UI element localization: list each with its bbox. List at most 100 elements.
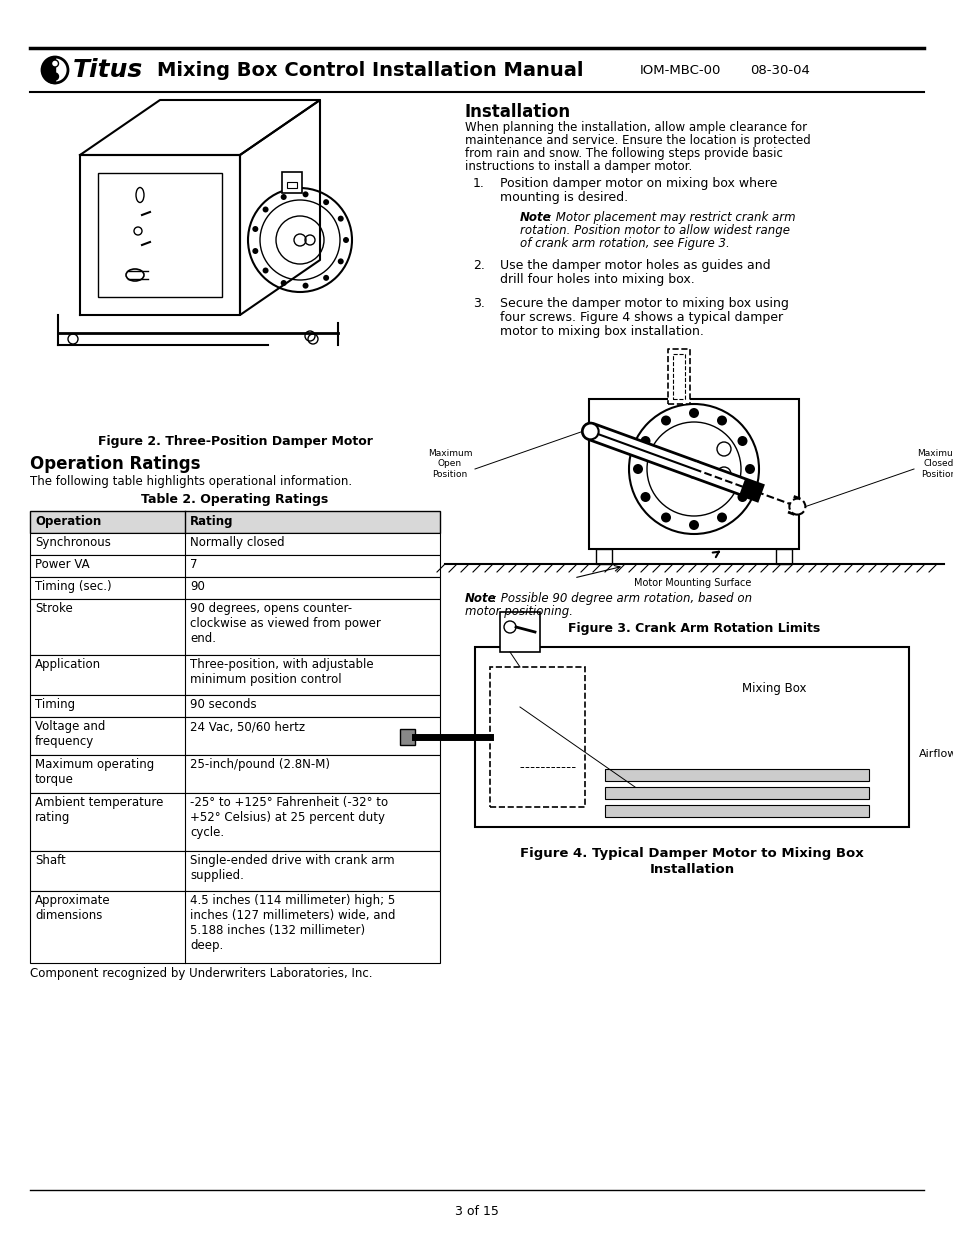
Text: 3.: 3. xyxy=(473,296,484,310)
Circle shape xyxy=(737,492,747,501)
Circle shape xyxy=(737,436,747,446)
Text: 90: 90 xyxy=(190,580,205,593)
Bar xyxy=(475,647,908,827)
Text: 25-inch/pound (2.8N-M): 25-inch/pound (2.8N-M) xyxy=(190,758,330,771)
Circle shape xyxy=(628,404,759,534)
Text: Rating: Rating xyxy=(190,515,233,529)
Text: from rain and snow. The following steps provide basic: from rain and snow. The following steps … xyxy=(464,147,782,161)
Text: 7: 7 xyxy=(190,558,197,571)
Circle shape xyxy=(302,191,308,198)
Circle shape xyxy=(294,233,306,246)
Circle shape xyxy=(639,436,650,446)
Circle shape xyxy=(689,466,698,473)
Bar xyxy=(30,890,439,963)
Bar xyxy=(604,787,868,799)
Text: rotation. Position motor to allow widest range: rotation. Position motor to allow widest… xyxy=(519,224,789,237)
Text: Motor Mounting Surface: Motor Mounting Surface xyxy=(634,578,751,588)
Bar xyxy=(30,718,439,755)
Text: : Motor placement may restrict crank arm: : Motor placement may restrict crank arm xyxy=(547,211,795,224)
Text: Normally closed: Normally closed xyxy=(190,536,284,550)
Text: The following table highlights operational information.: The following table highlights operation… xyxy=(30,475,352,488)
Text: Installation: Installation xyxy=(464,103,571,121)
Circle shape xyxy=(280,194,287,200)
Text: Stroke: Stroke xyxy=(35,601,72,615)
Text: Shaft: Shaft xyxy=(35,853,66,867)
Bar xyxy=(596,550,612,564)
Bar xyxy=(30,577,439,599)
Text: 1.: 1. xyxy=(473,177,484,190)
Bar xyxy=(282,172,302,193)
Circle shape xyxy=(788,499,804,515)
Circle shape xyxy=(688,408,699,417)
Bar xyxy=(30,534,439,555)
Text: Timing (sec.): Timing (sec.) xyxy=(35,580,112,593)
Text: Component recognized by Underwriters Laboratories, Inc.: Component recognized by Underwriters Lab… xyxy=(30,967,372,981)
Text: -25° to +125° Fahrenheit (-32° to
+52° Celsius) at 25 percent duty
cycle.: -25° to +125° Fahrenheit (-32° to +52° C… xyxy=(190,797,388,839)
Text: Three-position, with adjustable
minimum position control: Three-position, with adjustable minimum … xyxy=(190,658,374,685)
Text: Note: Note xyxy=(519,211,551,224)
Text: Secure the damper motor to mixing box using: Secure the damper motor to mixing box us… xyxy=(499,296,788,310)
Circle shape xyxy=(688,520,699,530)
Circle shape xyxy=(343,237,349,243)
Circle shape xyxy=(717,415,726,426)
Bar xyxy=(30,755,439,793)
Circle shape xyxy=(248,188,352,291)
Bar xyxy=(399,729,415,745)
Text: drill four holes into mixing box.: drill four holes into mixing box. xyxy=(499,273,694,287)
Text: Table 2. Operating Ratings: Table 2. Operating Ratings xyxy=(141,493,328,506)
Text: 90 seconds: 90 seconds xyxy=(190,698,256,711)
Text: of crank arm rotation, see Figure 3.: of crank arm rotation, see Figure 3. xyxy=(519,237,729,249)
Bar xyxy=(30,851,439,890)
Circle shape xyxy=(717,513,726,522)
Text: Single-ended drive with crank arm
supplied.: Single-ended drive with crank arm suppli… xyxy=(190,853,395,882)
Text: Approximate
dimensions: Approximate dimensions xyxy=(35,894,111,923)
Text: 3 of 15: 3 of 15 xyxy=(455,1205,498,1218)
Bar xyxy=(588,399,799,550)
Circle shape xyxy=(717,442,730,456)
Circle shape xyxy=(262,268,269,273)
Circle shape xyxy=(503,621,516,634)
Text: Mixing Box: Mixing Box xyxy=(741,682,805,695)
Text: maintenance and service. Ensure the location is protected: maintenance and service. Ensure the loca… xyxy=(464,135,810,147)
Text: Position damper motor on mixing box where: Position damper motor on mixing box wher… xyxy=(499,177,777,190)
Text: : Possible 90 degree arm rotation, based on: : Possible 90 degree arm rotation, based… xyxy=(493,592,751,605)
Text: Titus: Titus xyxy=(73,58,143,82)
Circle shape xyxy=(262,206,269,212)
Text: Timing: Timing xyxy=(35,698,75,711)
Circle shape xyxy=(744,464,754,474)
Text: Mixing Box Control Installation Manual: Mixing Box Control Installation Manual xyxy=(156,61,582,79)
Circle shape xyxy=(323,275,329,280)
Circle shape xyxy=(51,61,58,67)
Bar xyxy=(287,182,296,188)
Text: 2.: 2. xyxy=(473,259,484,272)
Bar xyxy=(30,511,439,534)
Bar xyxy=(30,793,439,851)
Circle shape xyxy=(323,199,329,205)
Text: Operation Ratings: Operation Ratings xyxy=(30,454,200,473)
Text: motor to mixing box installation.: motor to mixing box installation. xyxy=(499,325,703,338)
Text: 24 Vac, 50/60 hertz: 24 Vac, 50/60 hertz xyxy=(190,720,305,734)
Text: Operation: Operation xyxy=(35,515,101,529)
Circle shape xyxy=(639,492,650,501)
Text: 4.5 inches (114 millimeter) high; 5
inches (127 millimeters) wide, and
5.188 inc: 4.5 inches (114 millimeter) high; 5 inch… xyxy=(190,894,395,952)
Circle shape xyxy=(253,248,258,254)
Bar xyxy=(672,354,684,399)
Text: Synchronous: Synchronous xyxy=(35,536,111,550)
Text: instructions to install a damper motor.: instructions to install a damper motor. xyxy=(464,161,692,173)
Text: Airflow: Airflow xyxy=(918,748,953,760)
Text: four screws. Figure 4 shows a typical damper: four screws. Figure 4 shows a typical da… xyxy=(499,311,782,324)
Bar xyxy=(490,667,584,806)
Bar xyxy=(499,613,539,652)
Text: Note: Note xyxy=(464,592,497,605)
Circle shape xyxy=(302,283,308,289)
Bar xyxy=(30,695,439,718)
Bar xyxy=(775,550,791,564)
Text: Maximum
Open
Position: Maximum Open Position xyxy=(427,450,472,479)
Circle shape xyxy=(280,280,287,287)
Text: Installation: Installation xyxy=(649,863,734,876)
Text: mounting is desired.: mounting is desired. xyxy=(499,191,627,204)
Circle shape xyxy=(633,464,642,474)
Bar xyxy=(604,769,868,781)
Circle shape xyxy=(51,73,58,80)
Text: 08-30-04: 08-30-04 xyxy=(749,63,809,77)
